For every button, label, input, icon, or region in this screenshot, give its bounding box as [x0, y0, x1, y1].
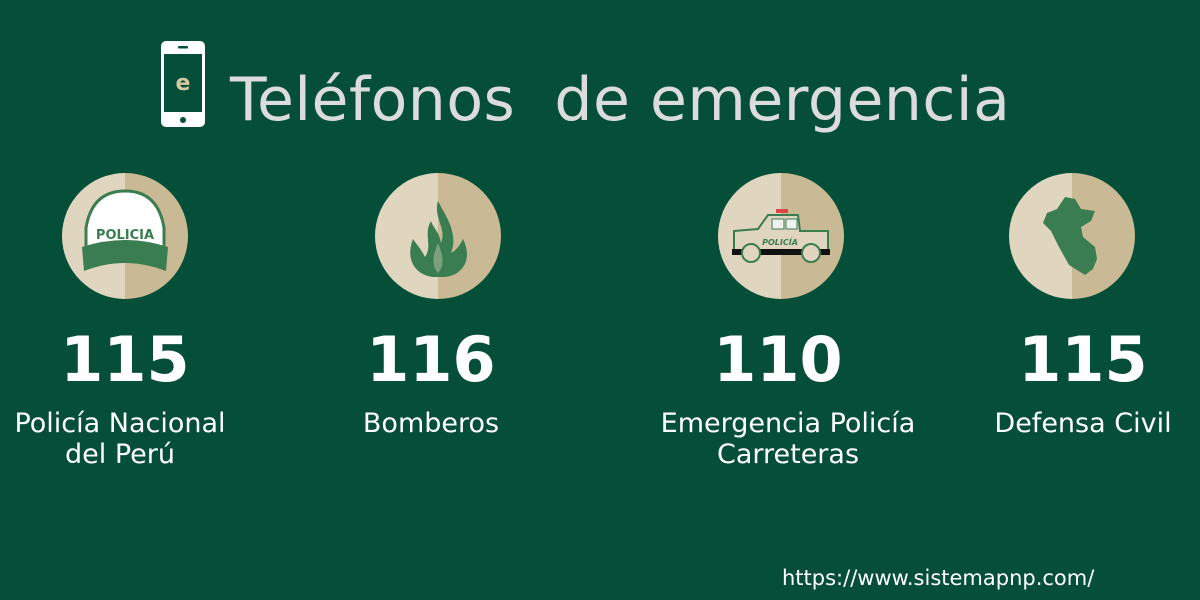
contact-label: Bomberos	[281, 408, 581, 439]
phone-number: 110	[713, 323, 843, 396]
truck-text: POLICÍA	[762, 236, 798, 247]
cap-text: POLICIA	[96, 228, 154, 243]
smartphone-icon: e	[160, 40, 206, 128]
label-line: del Perú	[65, 439, 175, 470]
phone-number: 116	[366, 323, 496, 396]
phone-number: 115	[60, 323, 190, 396]
fire-icon	[375, 173, 501, 299]
contact-label: Defensa Civil	[933, 408, 1200, 439]
police-cap-icon: POLICIA	[62, 173, 188, 299]
website-link[interactable]: https://www.sistemapnp.com/	[782, 566, 1095, 590]
peru-map-icon	[1009, 173, 1135, 299]
contact-label: Emergencia Policía Carreteras	[638, 408, 938, 470]
label-line: Defensa Civil	[994, 408, 1172, 439]
page-title: Teléfonos de emergencia	[230, 65, 1011, 135]
label-line: Emergencia Policía	[660, 408, 916, 439]
phone-icon-letter: e	[176, 71, 191, 96]
label-line: Policía Nacional	[14, 408, 226, 439]
label-line: Bomberos	[362, 408, 500, 439]
label-line: Carreteras	[716, 439, 860, 470]
police-truck-icon: POLICÍA	[718, 173, 844, 299]
contact-label: Policía Nacional del Perú	[0, 408, 270, 470]
phone-number: 115	[1018, 323, 1148, 396]
